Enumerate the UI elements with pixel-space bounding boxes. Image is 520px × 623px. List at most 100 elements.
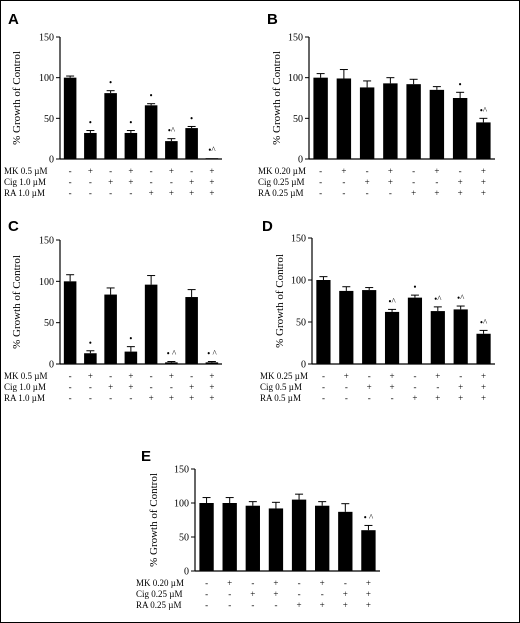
significance-marker: •^ [434,294,442,304]
significance-marker: • [89,338,92,348]
treatment-sign: - [366,188,369,198]
treatment-sign: + [434,166,439,176]
y-tick-label: 0 [298,155,303,166]
bar [185,128,198,159]
treatment-sign: - [89,393,92,403]
y-tick-label: 150 [291,234,306,245]
treatment-sign: - [109,371,112,381]
treatment-sign: + [250,589,255,599]
treatment-label: Cig 1.0 µM [4,177,46,187]
y-tick-label: 50 [296,318,306,329]
treatment-sign: + [273,578,278,588]
treatment-label: RA 0.5 µM [260,393,301,403]
treatment-sign: + [149,188,154,198]
treatment-sign: + [169,393,174,403]
treatment-sign: - [413,382,416,392]
significance-marker: •^ [208,145,216,155]
bar [104,93,117,159]
treatment-sign: - [190,371,193,381]
treatment-sign: - [69,382,72,392]
treatment-sign: - [459,371,462,381]
significance-marker: • [413,282,416,292]
treatment-sign: + [366,589,371,599]
treatment-sign: + [390,382,395,392]
bar [384,311,400,364]
significance-marker: • [190,113,193,123]
treatment-sign: - [251,600,254,610]
panel-label: C [8,218,19,235]
treatment-sign: - [89,177,92,187]
treatment-sign: + [88,371,93,381]
bar [339,290,354,364]
y-tick-label: 100 [288,73,303,84]
significance-marker: • ^ [364,512,374,522]
treatment-label: RA 1.0 µM [4,393,45,403]
bar [338,511,353,571]
panel-label: B [267,11,278,28]
treatment-label: RA 0.25 µM [258,188,303,198]
bar [361,530,376,571]
bar [452,98,468,159]
treatment-sign: - [109,166,112,176]
treatment-sign: + [458,177,463,187]
treatment-sign: - [436,382,439,392]
treatment-label: MK 0.20 µM [258,166,306,176]
bar [315,505,330,571]
treatment-sign: + [367,382,372,392]
y-tick-label: 50 [44,114,54,125]
treatment-sign: + [128,177,133,187]
y-axis-label: % Growth of Control [274,254,286,348]
treatment-sign: + [297,600,302,610]
treatment-sign: - [129,393,132,403]
treatment-sign: + [88,166,93,176]
y-tick-label: 0 [184,567,189,578]
treatment-sign: + [412,393,417,403]
treatment-sign: - [344,578,347,588]
treatment-sign: + [481,371,486,381]
panel-a: A % Growth of Control 0 50 100 150 • • • • •^ • •^ MK… [4,11,222,198]
significance-marker: •^ [480,317,488,327]
treatment-label: Cig 1.0 µM [4,382,46,392]
y-tick-label: 0 [49,360,54,371]
y-tick-label: 150 [39,33,54,44]
treatment-sign: + [169,188,174,198]
treatment-sign: - [298,578,301,588]
y-axis-label: % Growth of Control [11,255,23,349]
treatment-sign: + [108,177,113,187]
treatment-sign: + [209,166,214,176]
y-tick-label: 100 [39,73,54,84]
bar [144,105,158,159]
treatment-sign: + [458,393,463,403]
bar [84,353,97,364]
significance-marker: • [129,334,132,344]
treatment-sign: + [481,382,486,392]
y-tick-label: 100 [291,276,306,287]
y-tick-label: 0 [301,360,306,371]
significance-marker: • ^ [167,349,177,359]
treatment-sign: - [322,382,325,392]
treatment-label: RA 1.0 µM [4,188,45,198]
treatment-sign: - [89,382,92,392]
significance-marker: • ^ [207,349,217,359]
treatment-sign: - [150,177,153,187]
panel-label: A [8,11,19,28]
treatment-sign: + [128,166,133,176]
treatment-sign: + [388,166,393,176]
treatment-sign: + [189,382,194,392]
treatment-sign: + [273,589,278,599]
treatment-sign: + [209,371,214,381]
treatment-label: Cig 0.25 µM [258,177,304,187]
y-tick-label: 150 [174,465,189,476]
treatment-sign: + [435,371,440,381]
treatment-sign: + [128,371,133,381]
treatment-label: MK 0.5 µM [4,166,47,176]
treatment-sign: - [368,371,371,381]
treatment-sign: + [128,382,133,392]
treatment-sign: + [458,382,463,392]
treatment-sign: - [345,382,348,392]
treatment-sign: - [412,166,415,176]
treatment-sign: - [150,166,153,176]
bar [205,362,219,364]
significance-marker: • [129,118,132,128]
bar [84,132,97,159]
